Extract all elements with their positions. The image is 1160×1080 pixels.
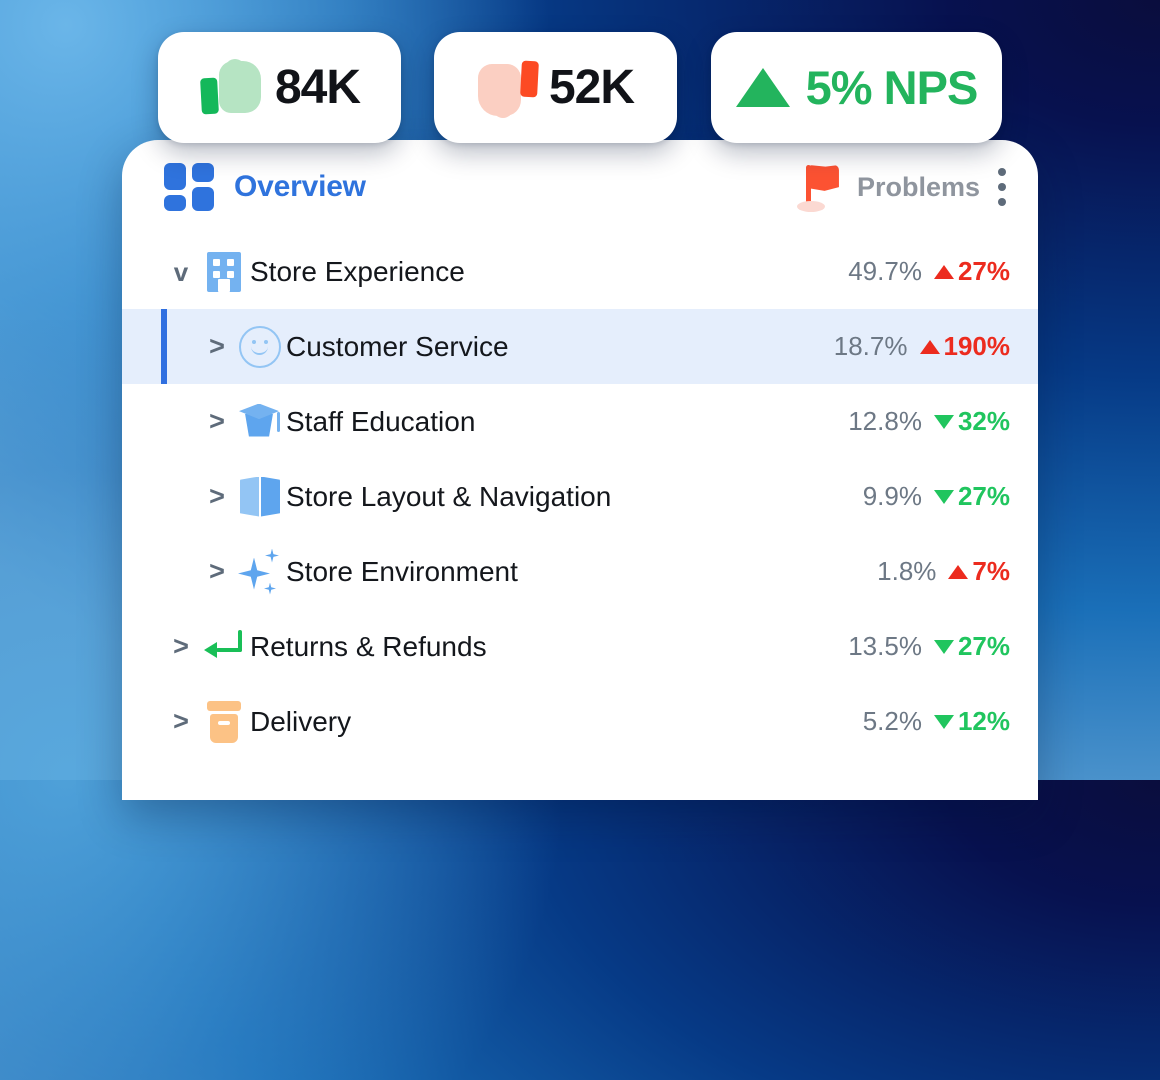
grid-icon bbox=[164, 163, 214, 211]
chevron-right-icon[interactable]: > bbox=[209, 481, 225, 511]
category-delta: 27% bbox=[933, 256, 1010, 287]
category-percent: 13.5% bbox=[848, 631, 922, 661]
thumbs-up-icon bbox=[199, 58, 261, 117]
category-metrics: 5.2% 12% bbox=[863, 706, 1010, 737]
stat-value-nps: 5% NPS bbox=[805, 61, 979, 114]
overview-panel: Overview Problems v Store Experience 49.7%… bbox=[122, 140, 1038, 800]
category-label: Staff Education bbox=[286, 405, 476, 437]
map-icon bbox=[240, 476, 280, 518]
stat-card-nps[interactable]: 5% NPS bbox=[711, 32, 1002, 143]
chevron-down-icon[interactable]: v bbox=[173, 256, 189, 287]
category-percent: 5.2% bbox=[862, 706, 922, 736]
thumbs-down-icon bbox=[477, 59, 539, 118]
stat-card-likes[interactable]: 84K bbox=[158, 32, 401, 143]
category-icon bbox=[198, 251, 250, 292]
stat-value-likes: 84K bbox=[274, 60, 361, 114]
category-icon bbox=[234, 476, 286, 518]
triangle-up-icon bbox=[735, 68, 790, 107]
category-delta-value: 12% bbox=[957, 706, 1010, 736]
category-percent: 18.7% bbox=[833, 331, 908, 361]
triangle-up-icon bbox=[933, 264, 954, 279]
category-icon bbox=[234, 325, 286, 368]
kebab-menu-icon[interactable] bbox=[994, 168, 1010, 206]
flag-icon[interactable] bbox=[793, 161, 843, 213]
category-percent: 1.8% bbox=[877, 556, 937, 586]
category-row[interactable]: > Store Layout & Navigation 9.9% 27% bbox=[122, 459, 1038, 534]
category-delta: 7% bbox=[948, 556, 1010, 587]
category-metrics: 9.9% 27% bbox=[863, 481, 1010, 512]
category-icon bbox=[198, 700, 250, 743]
category-label: Store Layout & Navigation bbox=[286, 480, 612, 512]
page-title: Overview bbox=[234, 170, 366, 203]
chevron-right-icon[interactable]: > bbox=[173, 706, 189, 736]
stat-card-dislikes[interactable]: 52K bbox=[434, 32, 677, 143]
triangle-down-icon bbox=[933, 639, 954, 654]
category-icon bbox=[198, 629, 250, 664]
category-delta-value: 27% bbox=[957, 631, 1010, 661]
category-icon bbox=[234, 548, 286, 595]
category-row[interactable]: > Delivery 5.2% 12% bbox=[122, 684, 1038, 759]
category-list: v Store Experience 49.7% 27% > Customer Servi… bbox=[122, 234, 1038, 759]
category-percent: 9.9% bbox=[862, 481, 922, 511]
graduation-cap-icon bbox=[237, 402, 283, 442]
chevron-right-icon[interactable]: > bbox=[209, 406, 225, 436]
category-delta: 12% bbox=[933, 706, 1010, 737]
category-delta-value: 27% bbox=[957, 256, 1010, 286]
triangle-down-icon bbox=[933, 414, 954, 429]
smiley-icon bbox=[239, 325, 281, 368]
category-row[interactable]: v Store Experience 49.7% 27% bbox=[122, 234, 1038, 309]
category-label: Returns & Refunds bbox=[250, 630, 487, 662]
overview-tab[interactable]: Overview bbox=[164, 163, 366, 211]
sparkles-icon bbox=[237, 548, 283, 595]
category-metrics: 12.8% 32% bbox=[848, 406, 1010, 437]
category-delta-value: 7% bbox=[972, 556, 1010, 586]
category-row[interactable]: > Customer Service 18.7% 190% bbox=[122, 309, 1038, 384]
panel-header-actions: Problems bbox=[793, 161, 1010, 213]
category-delta-value: 32% bbox=[957, 406, 1010, 436]
building-icon bbox=[207, 251, 241, 292]
package-icon bbox=[207, 700, 241, 743]
category-delta: 27% bbox=[933, 481, 1010, 512]
category-row[interactable]: > Staff Education 12.8% 32% bbox=[122, 384, 1038, 459]
panel-header: Overview Problems bbox=[122, 140, 1038, 234]
category-metrics: 49.7% 27% bbox=[848, 256, 1010, 287]
category-delta-value: 190% bbox=[943, 331, 1011, 361]
category-delta: 190% bbox=[919, 331, 1011, 362]
chevron-right-icon[interactable]: > bbox=[209, 556, 225, 586]
category-delta-value: 27% bbox=[957, 481, 1010, 511]
triangle-up-icon bbox=[919, 339, 940, 354]
triangle-down-icon bbox=[933, 489, 954, 504]
category-metrics: 1.8% 7% bbox=[877, 556, 1010, 587]
chevron-right-icon[interactable]: > bbox=[173, 631, 189, 661]
category-label: Store Experience bbox=[250, 255, 465, 287]
category-metrics: 18.7% 190% bbox=[834, 331, 1010, 362]
category-label: Delivery bbox=[250, 705, 352, 737]
triangle-down-icon bbox=[933, 714, 954, 729]
stat-value-dislikes: 52K bbox=[548, 60, 635, 114]
category-icon bbox=[234, 402, 286, 442]
category-metrics: 13.5% 27% bbox=[848, 631, 1010, 662]
problems-tab[interactable]: Problems bbox=[856, 171, 980, 202]
category-label: Store Environment bbox=[286, 555, 518, 587]
triangle-up-icon bbox=[948, 564, 969, 579]
category-delta: 32% bbox=[933, 406, 1010, 437]
return-arrow-icon bbox=[204, 629, 244, 664]
category-percent: 49.7% bbox=[848, 256, 922, 286]
category-delta: 27% bbox=[933, 631, 1010, 662]
category-row[interactable]: > Store Environment 1.8% 7% bbox=[122, 534, 1038, 609]
category-label: Customer Service bbox=[286, 330, 509, 362]
chevron-right-icon[interactable]: > bbox=[209, 331, 225, 361]
category-row[interactable]: > Returns & Refunds 13.5% 27% bbox=[122, 609, 1038, 684]
category-percent: 12.8% bbox=[848, 406, 922, 436]
